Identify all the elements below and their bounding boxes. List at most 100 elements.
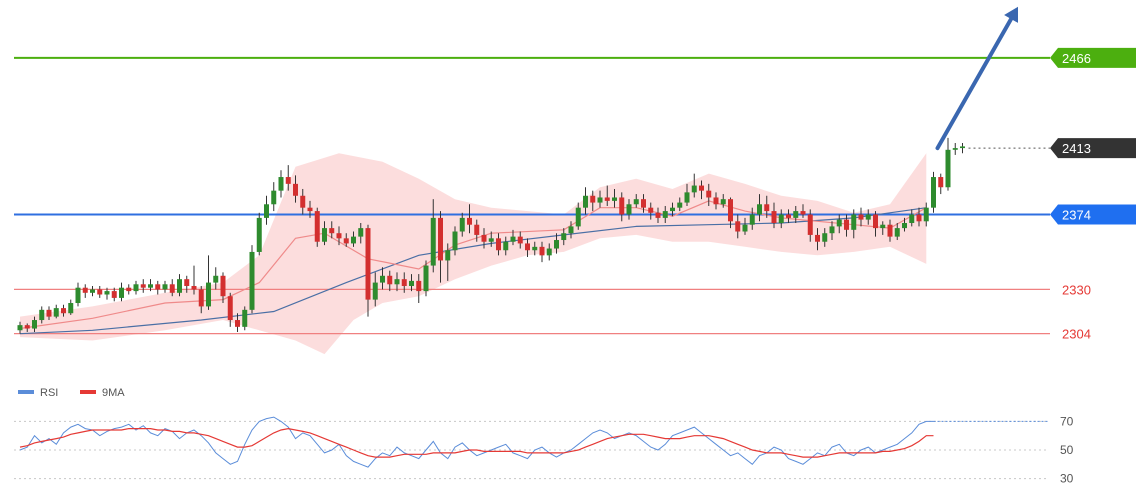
candle (764, 195, 770, 218)
candle-body (336, 233, 342, 239)
candle (728, 197, 733, 229)
candle (423, 260, 429, 297)
candle (931, 171, 936, 213)
candle (452, 226, 458, 256)
candle-body (931, 177, 936, 208)
candle-body (546, 248, 552, 256)
candle (902, 217, 907, 232)
candle (720, 194, 726, 208)
candle (662, 205, 668, 224)
candle (532, 241, 538, 256)
candle (554, 233, 559, 254)
candle-body (184, 279, 190, 286)
candle (126, 284, 132, 295)
candle (191, 265, 197, 295)
candle-body (496, 238, 501, 251)
candle-body (119, 287, 124, 298)
candle-body (307, 207, 313, 212)
candle-body (938, 177, 944, 188)
candle-body (111, 291, 117, 298)
candle (873, 211, 878, 237)
candle (887, 219, 893, 242)
candle-body (256, 217, 262, 252)
candle-body (626, 204, 632, 215)
candle (53, 304, 59, 319)
candle-body (97, 289, 103, 295)
candle-body (836, 219, 842, 227)
candle-body (249, 251, 255, 310)
candle (938, 173, 944, 195)
candle (213, 267, 219, 290)
candle (713, 192, 719, 210)
legend-label-9ma: 9MA (102, 387, 125, 399)
legend-swatch-9ma (80, 390, 96, 394)
level-label-resistance-green: 2466 (1062, 51, 1091, 66)
candle-body (387, 275, 393, 285)
candle-body (264, 204, 269, 218)
candle (184, 275, 190, 293)
candle (670, 202, 675, 217)
candle-body (278, 177, 284, 191)
candle-body (851, 214, 857, 230)
candle-body (619, 197, 625, 215)
candle (909, 209, 915, 227)
candle (655, 207, 661, 224)
candle-body (684, 192, 690, 203)
candle (97, 285, 103, 298)
candle-body (68, 303, 74, 314)
level-badges: 2466 2413 2374 2330 2304 (1050, 47, 1136, 342)
legend-swatch-rsi (18, 390, 34, 394)
rsi-tick-label: 50 (1060, 443, 1074, 457)
candle-body (633, 199, 639, 205)
candle (271, 182, 277, 212)
rsi-ma-line (19, 427, 934, 458)
candle (851, 209, 857, 239)
candle (546, 243, 552, 261)
candle-body (720, 199, 726, 205)
candle-body (329, 228, 335, 234)
candle (75, 282, 81, 307)
candle-body (604, 197, 610, 201)
candle-body (104, 291, 110, 295)
candle-body (430, 217, 436, 266)
candle (960, 142, 965, 154)
candle (815, 228, 820, 251)
candle (119, 282, 124, 302)
candle-body (517, 236, 523, 244)
candle-body (829, 226, 835, 234)
candle (916, 207, 922, 227)
candle-body (191, 285, 197, 290)
candle (496, 233, 501, 256)
candle-body (800, 211, 806, 215)
candle (343, 233, 349, 247)
candle-body (757, 204, 762, 215)
rsi-line (19, 416, 934, 468)
candle (699, 180, 704, 200)
candle (285, 165, 291, 191)
candle (155, 280, 161, 295)
candle (510, 229, 516, 246)
level-label-support-1: 2330 (1062, 282, 1091, 297)
candle-body (133, 284, 139, 292)
legend: RSI 9MA (18, 387, 125, 399)
level-badge-current-price (1050, 138, 1136, 159)
level-label-pivot-blue: 2374 (1062, 207, 1091, 222)
candle (314, 207, 320, 247)
candle (749, 207, 755, 230)
candle (198, 285, 204, 314)
candle (438, 211, 443, 283)
rsi-tick-label: 70 (1060, 414, 1074, 428)
candle-body (365, 228, 371, 300)
candle (322, 221, 327, 246)
candle (894, 223, 900, 241)
candle-body (358, 228, 364, 237)
candle (619, 192, 625, 222)
candle (169, 279, 175, 297)
candle (264, 195, 269, 225)
candle-body (90, 289, 95, 293)
candle (300, 188, 306, 215)
candle-body (53, 308, 59, 317)
candle-body (300, 195, 306, 208)
candle-body (343, 238, 349, 244)
